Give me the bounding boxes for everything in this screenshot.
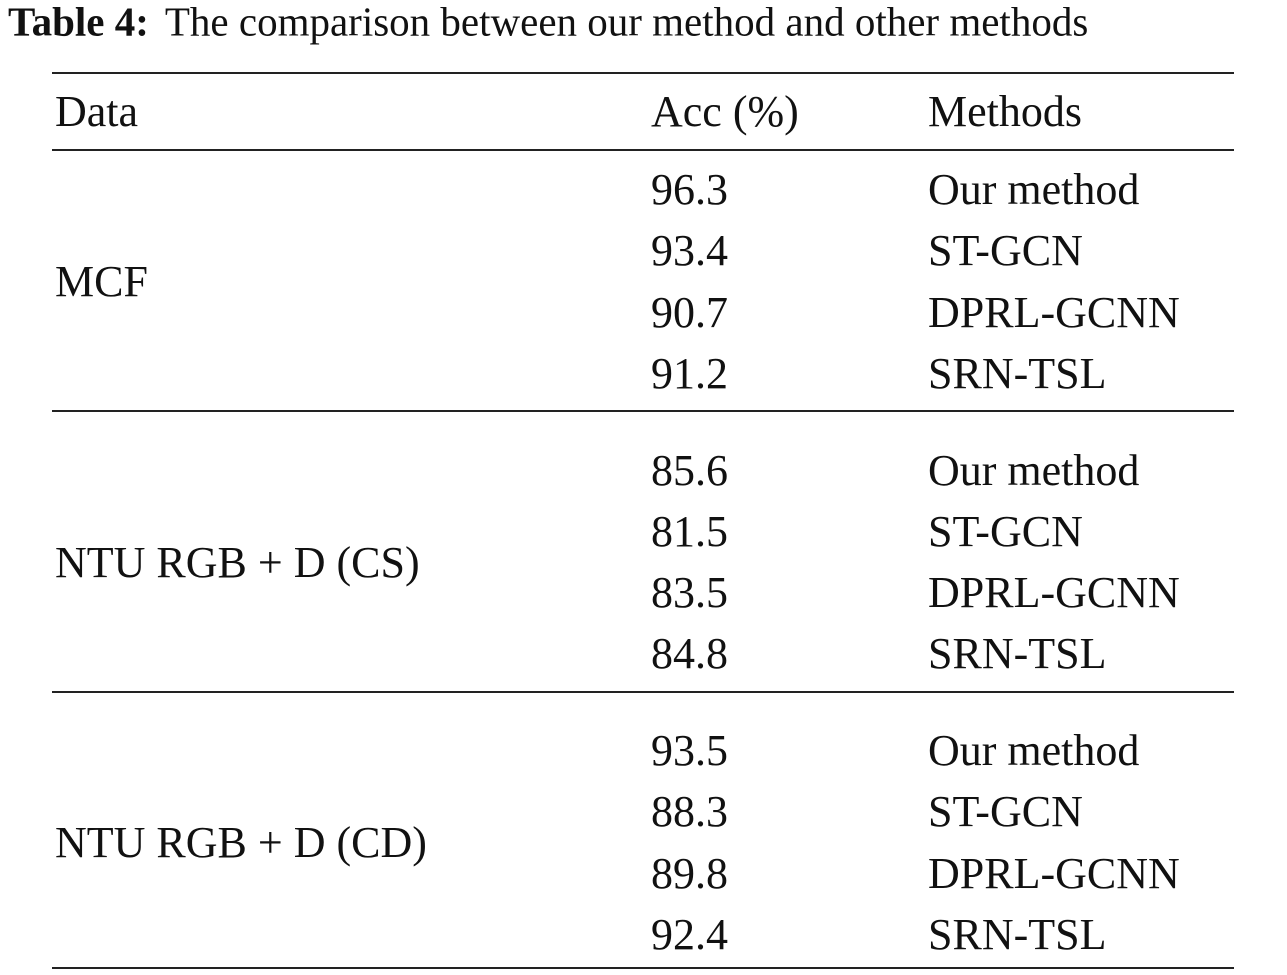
caption-label: Table 4: [8, 0, 149, 45]
acc-cell: 81.5 [651, 506, 728, 556]
caption: Table 4: The comparison between our metho… [8, 0, 1089, 45]
acc-cell: 92.4 [651, 909, 728, 959]
method-cell: Our method [928, 165, 1140, 214]
group-rule [52, 410, 1234, 412]
data-cell: NTU RGB + D (CS) [55, 537, 420, 587]
method-cell: ST-GCN [928, 506, 1083, 556]
acc-cell: 85.6 [651, 445, 728, 495]
header-cell: Data [55, 87, 139, 136]
caption-text: The comparison between our method and ot… [164, 0, 1089, 45]
acc-cell: 91.2 [651, 348, 728, 398]
method-cell: SRN-TSL [928, 629, 1107, 679]
method-cell: ST-GCN [928, 226, 1083, 276]
group-rule [52, 690, 1234, 693]
acc-cell: 90.7 [651, 287, 728, 337]
method-cell: DPRL-GCNN [928, 287, 1180, 337]
bottom-rule [52, 967, 1234, 969]
header-rule [52, 149, 1234, 151]
method-cell: ST-GCN [928, 787, 1083, 837]
method-cell: SRN-TSL [928, 909, 1107, 959]
acc-cell: 93.5 [651, 726, 728, 775]
method-cell: Our method [928, 445, 1140, 495]
header-cell: Methods [928, 87, 1082, 136]
acc-cell: 93.4 [651, 226, 728, 276]
method-cell: DPRL-GCNN [928, 848, 1180, 898]
acc-cell: 88.3 [651, 787, 728, 837]
acc-cell: 96.3 [651, 165, 728, 214]
method-cell: Our method [928, 726, 1140, 775]
acc-cell: 84.8 [651, 629, 728, 679]
acc-cell: 83.5 [651, 568, 728, 618]
top-rule [52, 72, 1234, 74]
header-cell: Acc (%) [651, 87, 799, 136]
data-cell: MCF [55, 257, 148, 306]
method-cell: SRN-TSL [928, 348, 1107, 398]
data-cell: NTU RGB + D (CD) [55, 818, 427, 867]
method-cell: DPRL-GCNN [928, 568, 1180, 618]
acc-cell: 89.8 [651, 848, 728, 898]
